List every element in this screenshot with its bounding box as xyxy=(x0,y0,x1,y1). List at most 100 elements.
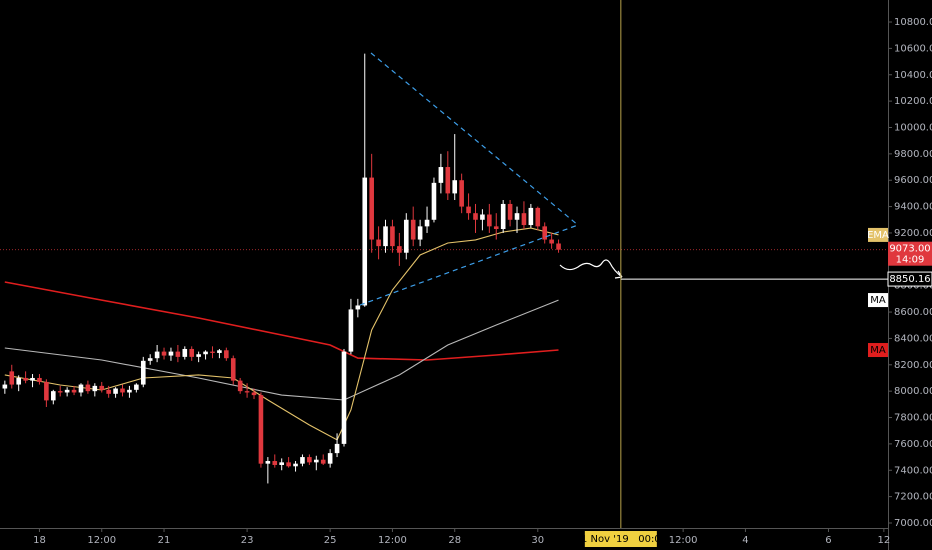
countdown-label: 14:09 xyxy=(896,255,925,266)
candle-body xyxy=(397,246,402,253)
candle-body xyxy=(23,377,28,381)
y-tick-label: 7400.00 xyxy=(894,465,932,476)
hand-drawn-arrow xyxy=(559,259,623,279)
candle-body xyxy=(92,385,98,392)
candle-body xyxy=(44,381,49,401)
y-tick-label: 10800.00 xyxy=(894,17,932,28)
candle-body xyxy=(507,203,513,220)
candle-body xyxy=(376,239,381,247)
candle-body xyxy=(78,384,84,393)
y-tick-label: 10400.00 xyxy=(894,70,932,81)
candle-body xyxy=(57,391,63,393)
candle-body xyxy=(16,377,21,385)
candle-body xyxy=(500,203,506,229)
candle-body xyxy=(334,443,340,454)
candle-body xyxy=(106,389,111,394)
candle-body xyxy=(85,384,91,392)
crosshair-label: 01 Nov '19 00:00 xyxy=(575,534,667,545)
candle-body xyxy=(521,213,527,226)
x-tick-label: 4 xyxy=(742,535,748,546)
candle-body xyxy=(147,358,153,361)
indicator-box xyxy=(868,227,888,242)
candle-body xyxy=(341,351,347,444)
candle-body xyxy=(286,462,291,467)
candle-body xyxy=(480,214,485,220)
y-tick-label: 9400.00 xyxy=(894,202,932,213)
candle-body xyxy=(224,350,229,359)
candle-body xyxy=(244,391,250,393)
candle-body xyxy=(196,354,201,357)
candle-body xyxy=(514,213,520,220)
candle-body xyxy=(542,226,548,240)
candle-body xyxy=(452,180,458,194)
candle-body xyxy=(210,351,215,353)
candle-body xyxy=(300,457,305,464)
candle-body xyxy=(237,380,243,392)
candle-body xyxy=(293,463,298,467)
candle-body xyxy=(556,243,561,250)
x-tick-label: 12:00 xyxy=(87,535,116,546)
y-tick-label: 7000.00 xyxy=(894,518,932,529)
x-tick-label: 12 xyxy=(877,535,890,546)
candle-body xyxy=(161,351,167,356)
y-tick-label: 8600.00 xyxy=(894,307,932,318)
indicator-box xyxy=(868,343,888,358)
y-tick-label: 9800.00 xyxy=(894,149,932,160)
indicator-label: MA xyxy=(870,295,886,306)
candle-body xyxy=(2,384,8,389)
y-tick-label: 7200.00 xyxy=(894,492,932,503)
trend-line xyxy=(370,52,579,226)
candle-body xyxy=(279,462,284,465)
candle-body xyxy=(37,377,42,382)
last-price-label: 9073.00 xyxy=(889,244,930,255)
x-tick-label: 12:00 xyxy=(669,535,698,546)
candle-body xyxy=(189,348,195,357)
candle-body xyxy=(549,239,554,244)
x-tick-label: 28 xyxy=(448,535,461,546)
candle-body xyxy=(217,350,222,353)
y-tick-label: 8000.00 xyxy=(894,386,932,397)
candle-body xyxy=(182,348,188,357)
y-tick-label: 10200.00 xyxy=(894,96,932,107)
candle-body xyxy=(438,167,444,183)
candle-body xyxy=(410,219,416,240)
candle-body xyxy=(493,226,499,229)
candle-body xyxy=(528,207,534,226)
candle-body xyxy=(535,207,541,227)
candle-body xyxy=(417,226,423,240)
candle-body xyxy=(459,180,464,207)
candle-body xyxy=(30,377,35,381)
crosshair-box xyxy=(584,531,657,547)
trend-line xyxy=(359,224,579,306)
candle-body xyxy=(390,226,395,247)
candle-body xyxy=(473,213,478,220)
candle-body xyxy=(140,360,146,385)
candle-body xyxy=(113,388,118,394)
candle-body xyxy=(320,459,326,464)
y-tick-label: 8200.00 xyxy=(894,360,932,371)
x-tick-label: 12:00 xyxy=(378,535,407,546)
price-line-label: 8850.16 xyxy=(889,274,930,285)
y-tick-label: 8400.00 xyxy=(894,333,932,344)
candle-body xyxy=(120,388,125,393)
y-tick-label: 10600.00 xyxy=(894,43,932,54)
price-line-box xyxy=(887,271,932,287)
candle-body xyxy=(403,219,409,253)
candle-body xyxy=(383,226,388,247)
y-tick-label: 10000.00 xyxy=(894,122,932,133)
candle-body xyxy=(64,389,70,393)
y-tick-label: 9200.00 xyxy=(894,228,932,239)
candle-body xyxy=(466,206,471,214)
indicator-line xyxy=(4,281,559,361)
candle-body xyxy=(355,305,361,310)
candle-body xyxy=(230,358,236,381)
indicator-label: MA xyxy=(870,345,886,356)
candle-body xyxy=(168,351,174,356)
y-tick-label: 7600.00 xyxy=(894,439,932,450)
x-tick-label: 6 xyxy=(825,535,831,546)
indicator-box xyxy=(868,293,888,308)
candle-body xyxy=(431,182,437,220)
candle-body xyxy=(251,392,257,396)
candle-body xyxy=(369,177,374,240)
